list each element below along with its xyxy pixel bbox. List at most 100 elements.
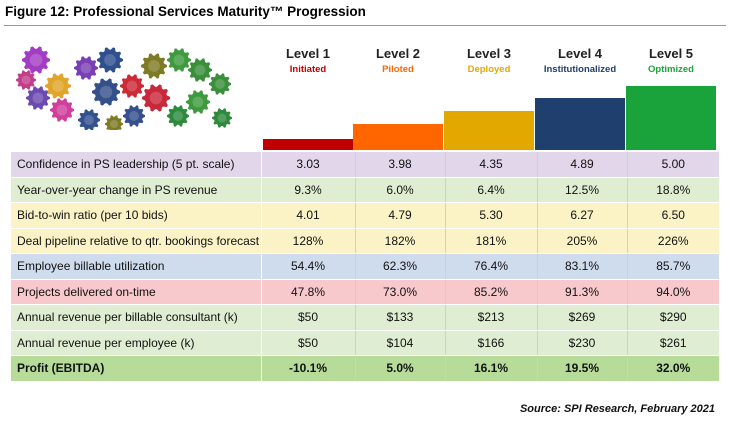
level-header: Level 5 Optimized: [625, 46, 717, 75]
maturity-step-3: [444, 111, 534, 150]
metric-value: $261: [626, 329, 719, 356]
level-name: Level 3: [466, 46, 512, 61]
metric-value: 19.5%: [536, 355, 627, 382]
level-name: Level 1: [285, 46, 331, 61]
metric-value: 5.00: [626, 151, 719, 178]
level-stage: Initiated: [289, 64, 327, 75]
metric-value: $50: [260, 329, 355, 356]
table-row: Annual revenue per billable consultant (…: [11, 304, 719, 331]
level-stage: Deployed: [467, 64, 511, 75]
metric-value: 6.4%: [444, 176, 537, 203]
metric-value: 16.1%: [444, 355, 537, 382]
gear-icon: [120, 74, 144, 98]
metric-value: 47.8%: [260, 278, 355, 305]
metric-value: 54.4%: [260, 253, 355, 280]
metric-value: 226%: [626, 227, 719, 254]
table-row: Employee billable utilization 54.4% 62.3% 7…: [11, 253, 719, 280]
gear-icon: [97, 47, 123, 73]
gear-icon: [74, 56, 98, 80]
level-header: Level 1 Initiated: [262, 46, 354, 75]
level-header: Level 2 Piloted: [352, 46, 444, 75]
gear-icon: [209, 73, 231, 95]
metric-value: 91.3%: [536, 278, 627, 305]
metric-value: 85.7%: [626, 253, 719, 280]
title-rule: [4, 25, 726, 26]
metric-value: 182%: [354, 227, 445, 254]
metric-value: $269: [536, 304, 627, 331]
table-row: Year-over-year change in PS revenue 9.3% 6…: [11, 176, 719, 203]
table-row: Projects delivered on-time 47.8% 73.0% 85.2…: [11, 278, 719, 305]
level-name: Level 5: [648, 46, 694, 61]
table-row: Profit (EBITDA) -10.1% 5.0% 16.1% 19.5% 32.0%: [11, 355, 719, 382]
table-row: Deal pipeline relative to qtr. bookings …: [11, 227, 719, 254]
maturity-step-1: [263, 139, 353, 150]
metric-value: 94.0%: [626, 278, 719, 305]
gear-icon: [167, 48, 191, 72]
level-name: Level 2: [375, 46, 421, 61]
metric-label: Year-over-year change in PS revenue: [11, 176, 262, 203]
metric-value: $213: [444, 304, 537, 331]
metric-label: Annual revenue per employee (k): [11, 329, 262, 356]
metric-value: -10.1%: [260, 355, 355, 382]
metric-label: Annual revenue per billable consultant (…: [11, 304, 262, 331]
table-row: Confidence in PS leadership (5 pt. scale…: [11, 151, 719, 178]
metric-value: 128%: [260, 227, 355, 254]
gear-icon: [167, 105, 189, 127]
metric-value: 6.27: [536, 202, 627, 229]
gear-icon: [141, 53, 167, 79]
metric-label: Profit (EBITDA): [11, 355, 262, 382]
metric-value: 9.3%: [260, 176, 355, 203]
gear-icon: [186, 90, 210, 114]
gear-icon: [188, 58, 212, 82]
figure-title: Figure 12: Professional Services Maturit…: [5, 4, 366, 19]
metric-value: 181%: [444, 227, 537, 254]
gear-icon: [78, 109, 100, 130]
metric-value: 4.79: [354, 202, 445, 229]
metric-value: 6.0%: [354, 176, 445, 203]
metric-value: 76.4%: [444, 253, 537, 280]
gears-illustration: [16, 46, 232, 130]
metric-value: 32.0%: [626, 355, 719, 382]
level-name: Level 4: [557, 46, 603, 61]
level-stage: Piloted: [382, 64, 414, 75]
table-row: Annual revenue per employee (k) $50 $104 $1…: [11, 329, 719, 356]
gear-icon: [212, 108, 232, 128]
maturity-step-4: [535, 98, 625, 150]
gear-icon: [123, 105, 145, 127]
metric-value: 4.35: [444, 151, 537, 178]
metrics-table: Confidence in PS leadership (5 pt. scale…: [11, 151, 719, 382]
metric-value: 18.8%: [626, 176, 719, 203]
gear-icon: [22, 46, 50, 74]
metric-value: 12.5%: [536, 176, 627, 203]
metric-value: 5.30: [444, 202, 537, 229]
metric-value: 62.3%: [354, 253, 445, 280]
metric-value: 4.89: [536, 151, 627, 178]
metric-label: Confidence in PS leadership (5 pt. scale…: [11, 151, 262, 178]
metric-value: 3.03: [260, 151, 355, 178]
metric-value: $133: [354, 304, 445, 331]
gear-icon: [142, 84, 170, 112]
gear-icon: [16, 70, 36, 90]
table-row: Bid-to-win ratio (per 10 bids) 4.01 4.79 5.…: [11, 202, 719, 229]
gear-icon: [26, 86, 50, 110]
source-note: Source: SPI Research, February 2021: [519, 403, 715, 415]
metric-value: 85.2%: [444, 278, 537, 305]
level-header: Level 3 Deployed: [443, 46, 535, 75]
metric-value: $230: [536, 329, 627, 356]
metric-value: 73.0%: [354, 278, 445, 305]
metric-value: 205%: [536, 227, 627, 254]
level-header: Level 4 Institutionalized: [534, 46, 626, 75]
metric-value: 6.50: [626, 202, 719, 229]
gear-icon: [50, 98, 74, 122]
maturity-step-2: [353, 124, 443, 150]
metric-value: 4.01: [260, 202, 355, 229]
metric-value: 83.1%: [536, 253, 627, 280]
level-stage: Optimized: [648, 64, 694, 75]
level-stage: Institutionalized: [543, 64, 617, 75]
metric-value: $290: [626, 304, 719, 331]
metric-label: Projects delivered on-time: [11, 278, 262, 305]
metric-value: 3.98: [354, 151, 445, 178]
metric-value: $50: [260, 304, 355, 331]
metric-label: Deal pipeline relative to qtr. bookings …: [11, 227, 262, 254]
metric-label: Employee billable utilization: [11, 253, 262, 280]
